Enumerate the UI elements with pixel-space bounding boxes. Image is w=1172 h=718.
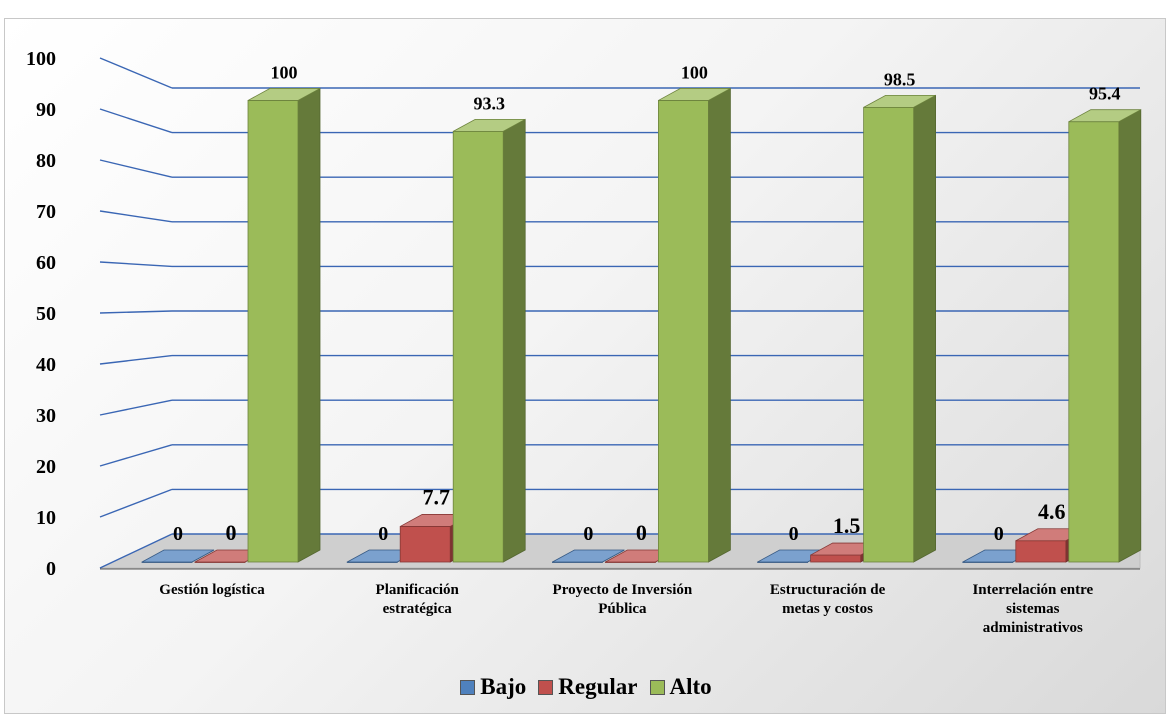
grid-line-diagonal (99, 57, 173, 89)
data-label-bajo-2: 0 (378, 523, 388, 545)
data-label-alto-3: 100 (681, 62, 708, 82)
bar-alto-2 (452, 118, 526, 563)
data-label-regular-2: 7.7 (422, 484, 450, 509)
grid-line-diagonal (99, 444, 173, 467)
category-label-1: Gestión logística (159, 582, 265, 598)
category-label-3: Proyecto de Inversión Pública (553, 582, 693, 617)
grid-line-diagonal (99, 261, 173, 268)
y-tick-label: 0 (46, 558, 56, 580)
data-label-alto-1: 100 (271, 62, 298, 82)
grid-lines (99, 57, 1140, 569)
data-label-bajo-3: 0 (583, 523, 593, 545)
grid-line-diagonal (99, 159, 173, 178)
grid-line-diagonal (99, 210, 173, 223)
y-tick-label: 40 (36, 354, 56, 376)
grid-line-diagonal (99, 310, 173, 314)
y-tick-label: 80 (36, 150, 56, 172)
data-label-alto-5: 95.4 (1089, 84, 1121, 104)
bar-alto-4 (863, 94, 936, 563)
y-tick-label: 30 (36, 405, 56, 427)
legend-label-alto: Alto (669, 674, 712, 699)
y-tick-label: 20 (36, 456, 56, 478)
data-label-regular-1: 0 (226, 520, 237, 545)
bar-alto-3 (658, 87, 731, 563)
data-label-regular-3: 0 (636, 520, 647, 545)
legend-swatch-bajo (460, 679, 476, 695)
legend-label-bajo: Bajo (480, 674, 527, 699)
legend-label-regular: Regular (558, 674, 638, 699)
data-label-alto-4: 98.5 (884, 69, 916, 89)
grid-line-diagonal (99, 399, 173, 416)
data-label-bajo-4: 0 (789, 523, 799, 545)
chart-frame (4, 18, 1166, 714)
legend-swatch-alto (649, 679, 665, 695)
data-label-regular-4: 1.5 (833, 513, 861, 538)
y-axis: 0 10 20 30 40 50 60 70 80 90 100 (26, 48, 1140, 580)
grid-line-diagonal (99, 354, 173, 365)
bars (141, 87, 1142, 563)
bar-bajo-1 (141, 549, 215, 563)
bar-alto-5 (1068, 109, 1142, 563)
legend-swatch-regular (538, 679, 554, 695)
y-tick-label: 10 (36, 507, 56, 529)
legend: Bajo Regular Alto (0, 670, 1172, 704)
grid-line-diagonal (99, 533, 173, 569)
bar-alto-1 (247, 87, 321, 563)
legend-item-regular: Regular (538, 674, 638, 700)
y-tick-label: 100 (26, 48, 56, 70)
data-label-regular-5: 4.6 (1038, 499, 1066, 524)
y-tick-label: 50 (36, 303, 56, 325)
grid-line-diagonal (99, 108, 173, 134)
category-labels: Gestión logística Planificación estratégic… (159, 582, 1093, 636)
data-label-bajo-1: 0 (173, 523, 183, 545)
category-label-2: Planificación estratégica (376, 582, 460, 617)
category-label-5: Interrelación entre sistemas administrativ… (972, 582, 1093, 636)
data-labels: 0 0 100 0 7.7 93.3 0 0 100 0 1.5 98.5 0 4.6 95.4 (173, 62, 1121, 545)
bar-bajo-3 (552, 549, 625, 563)
y-tick-label: 70 (36, 201, 56, 223)
legend-item-bajo: Bajo (460, 674, 526, 700)
data-label-bajo-5: 0 (994, 523, 1004, 545)
y-tick-label: 90 (36, 99, 56, 121)
grid-line-diagonal (99, 488, 173, 518)
data-label-alto-2: 93.3 (473, 93, 505, 113)
legend-item-alto: Alto (649, 674, 712, 700)
y-tick-label: 60 (36, 252, 56, 274)
category-label-4: Estructuración de metas y costos (770, 582, 886, 617)
